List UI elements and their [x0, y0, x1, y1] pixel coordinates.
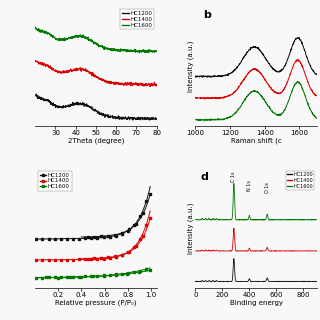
Text: b: b [203, 10, 211, 20]
X-axis label: Binding energy: Binding energy [230, 300, 283, 306]
Legend: HC1200, HC1400, HC1600: HC1200, HC1400, HC1600 [120, 9, 154, 29]
X-axis label: 2Theta (degree): 2Theta (degree) [68, 138, 124, 144]
X-axis label: Relative pressure (P/P₀): Relative pressure (P/P₀) [55, 300, 137, 306]
Text: d: d [200, 172, 208, 182]
Y-axis label: Intensity (a.u.): Intensity (a.u.) [188, 41, 194, 92]
Legend: HC1200, HC1400, HC1600: HC1200, HC1400, HC1600 [286, 171, 314, 190]
X-axis label: Raman shift (c: Raman shift (c [231, 138, 282, 144]
Legend: HC1200, HC1400, HC1600: HC1200, HC1400, HC1600 [38, 171, 71, 191]
Y-axis label: Intensity (a.u.): Intensity (a.u.) [188, 202, 194, 254]
Text: C 1s: C 1s [231, 172, 236, 182]
Text: N 1s: N 1s [247, 180, 252, 191]
Text: O 1s: O 1s [265, 182, 270, 193]
